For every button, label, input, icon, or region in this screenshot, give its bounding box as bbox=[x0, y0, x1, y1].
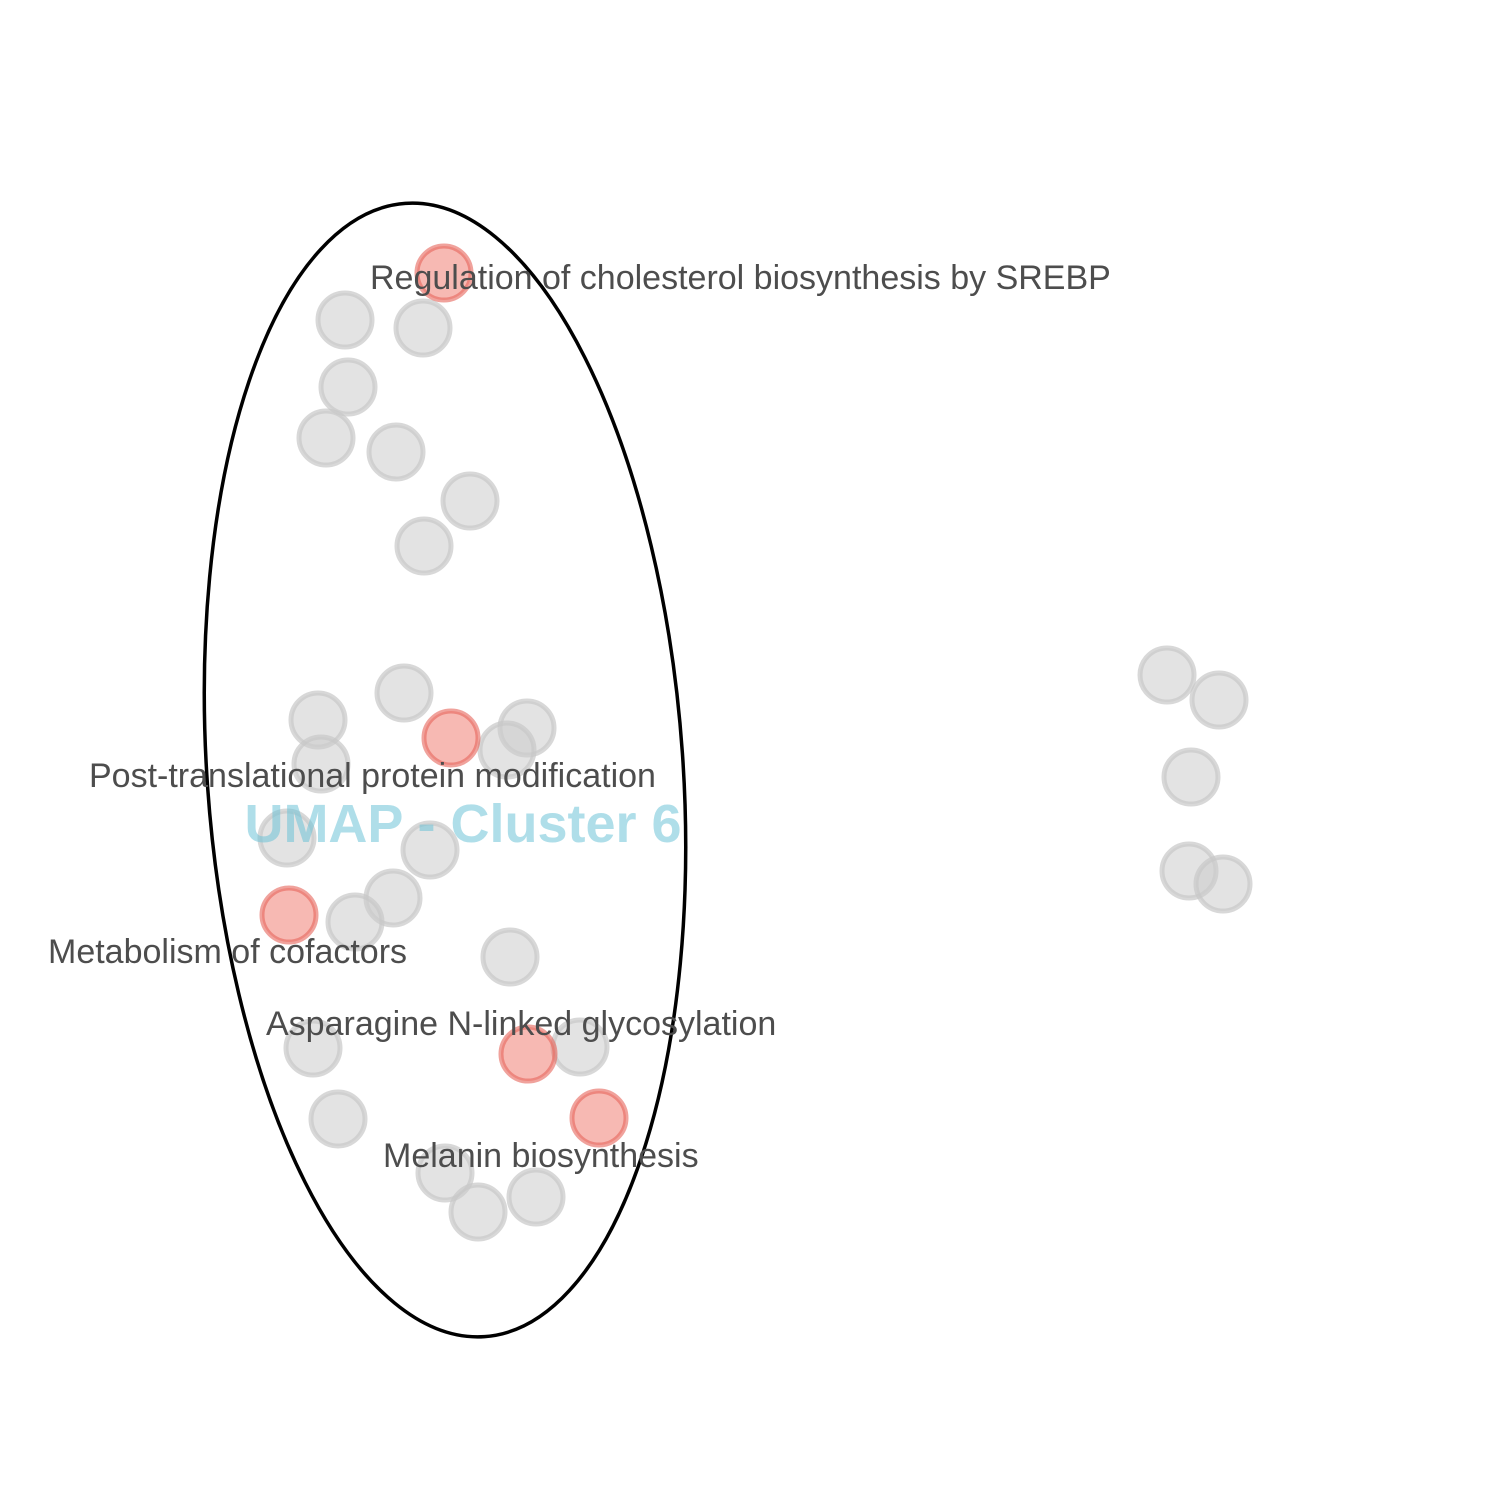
label-metabolism-cofactors: Metabolism of cofactors bbox=[48, 933, 407, 971]
background-points bbox=[257, 290, 1253, 1242]
point-labels: Regulation of cholesterol biosynthesis b… bbox=[48, 259, 1111, 1175]
background-point-24 bbox=[1189, 670, 1249, 730]
background-point-17 bbox=[283, 1018, 343, 1078]
background-point-15 bbox=[325, 892, 385, 952]
label-post-translational: Post-translational protein modification bbox=[89, 757, 656, 795]
highlighted-point-2 bbox=[259, 885, 319, 945]
background-point-6 bbox=[394, 516, 454, 576]
background-point-1 bbox=[393, 298, 453, 358]
cluster-ellipse bbox=[202, 201, 688, 1339]
background-point-11 bbox=[477, 720, 537, 780]
background-point-20 bbox=[415, 1143, 475, 1203]
highlighted-point-1 bbox=[421, 708, 481, 768]
background-point-2 bbox=[318, 357, 378, 417]
background-point-0 bbox=[315, 290, 375, 350]
label-cholesterol-srebp: Regulation of cholesterol biosynthesis b… bbox=[370, 259, 1111, 297]
chart-title: UMAP - Cluster 6 bbox=[244, 794, 681, 854]
background-point-7 bbox=[374, 663, 434, 723]
background-point-21 bbox=[506, 1167, 566, 1227]
background-point-10 bbox=[291, 734, 351, 794]
background-point-12 bbox=[257, 808, 317, 868]
background-point-19 bbox=[308, 1089, 368, 1149]
highlighted-point-0 bbox=[414, 243, 474, 303]
background-point-22 bbox=[448, 1182, 508, 1242]
background-point-13 bbox=[400, 820, 460, 880]
highlighted-points bbox=[259, 243, 629, 1148]
background-point-3 bbox=[296, 408, 356, 468]
label-asparagine-glycosylation: Asparagine N-linked glycosylation bbox=[266, 1005, 776, 1043]
background-point-16 bbox=[480, 927, 540, 987]
background-point-23 bbox=[1137, 645, 1197, 705]
highlighted-point-4 bbox=[569, 1088, 629, 1148]
background-point-25 bbox=[1161, 747, 1221, 807]
background-point-4 bbox=[366, 422, 426, 482]
background-point-5 bbox=[440, 471, 500, 531]
label-melanin-biosynthesis: Melanin biosynthesis bbox=[383, 1137, 699, 1175]
background-point-27 bbox=[1193, 854, 1253, 914]
highlighted-point-3 bbox=[498, 1024, 558, 1084]
